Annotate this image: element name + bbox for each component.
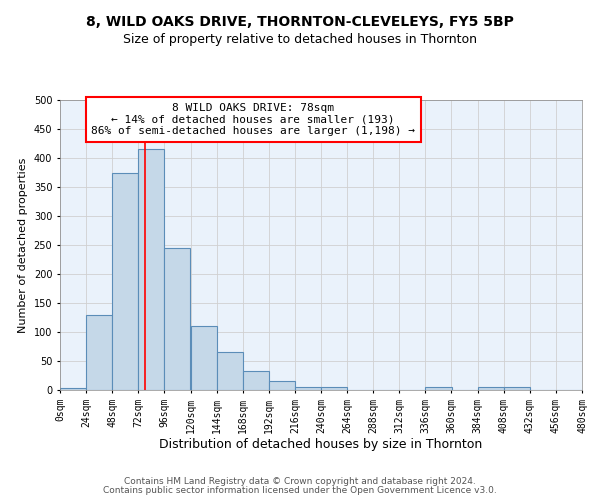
Bar: [321, 386, 347, 390]
Bar: [86, 314, 112, 390]
Bar: [269, 382, 295, 390]
Text: Contains HM Land Registry data © Crown copyright and database right 2024.: Contains HM Land Registry data © Crown c…: [124, 477, 476, 486]
Y-axis label: Number of detached properties: Number of detached properties: [18, 158, 28, 332]
X-axis label: Distribution of detached houses by size in Thornton: Distribution of detached houses by size …: [160, 438, 482, 452]
Bar: [478, 386, 504, 390]
Bar: [60, 388, 86, 390]
Bar: [112, 172, 138, 390]
Bar: [295, 386, 321, 390]
Bar: [191, 326, 217, 390]
Bar: [164, 248, 190, 390]
Bar: [242, 371, 269, 390]
Bar: [425, 386, 452, 390]
Bar: [139, 150, 164, 390]
Bar: [504, 386, 530, 390]
Text: Size of property relative to detached houses in Thornton: Size of property relative to detached ho…: [123, 32, 477, 46]
Text: Contains public sector information licensed under the Open Government Licence v3: Contains public sector information licen…: [103, 486, 497, 495]
Bar: [217, 352, 242, 390]
Text: 8, WILD OAKS DRIVE, THORNTON-CLEVELEYS, FY5 5BP: 8, WILD OAKS DRIVE, THORNTON-CLEVELEYS, …: [86, 15, 514, 29]
Text: 8 WILD OAKS DRIVE: 78sqm
← 14% of detached houses are smaller (193)
86% of semi-: 8 WILD OAKS DRIVE: 78sqm ← 14% of detach…: [91, 103, 415, 136]
